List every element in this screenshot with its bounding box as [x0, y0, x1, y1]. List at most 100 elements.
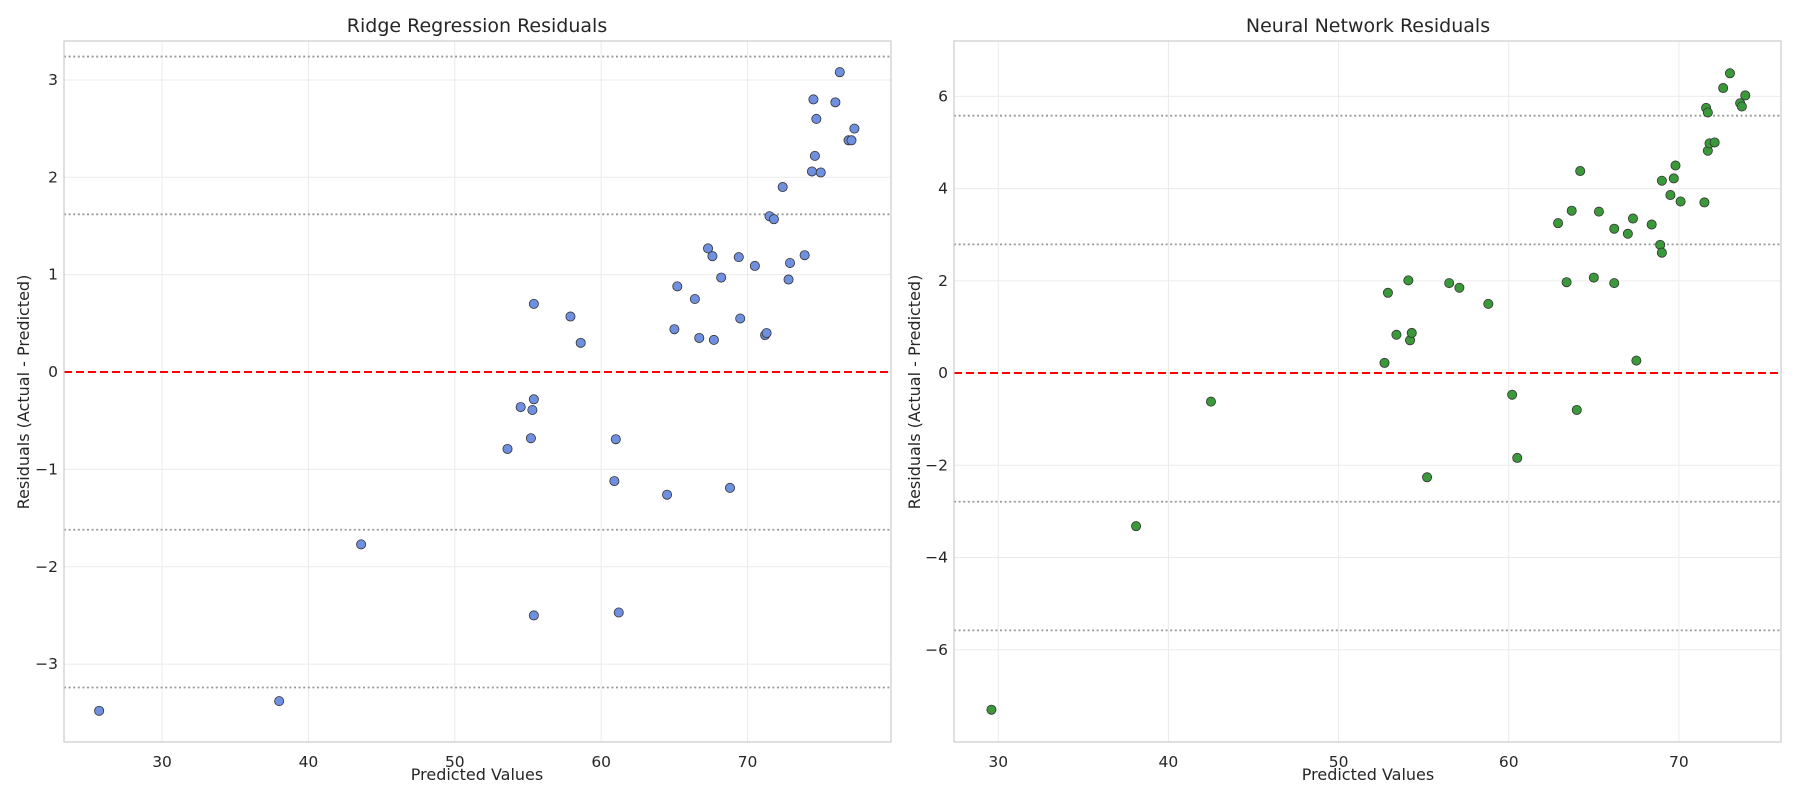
ridge-x-tick-label: 70 [738, 753, 758, 771]
nn-y-tick-label: 6 [938, 87, 948, 105]
nn-data-point [1566, 205, 1577, 216]
ridge-data-point [830, 97, 841, 108]
ridge-data-point [528, 298, 539, 309]
nn-data-point [986, 704, 997, 715]
nn-x-tick-label: 50 [1329, 753, 1349, 771]
ridge-data-point [724, 482, 735, 493]
nn-x-tick-label: 60 [1499, 753, 1519, 771]
ridge-data-point [672, 281, 683, 292]
nn-data-point [1422, 472, 1433, 483]
ridge-data-point [356, 539, 367, 550]
nn-data-point [1454, 282, 1465, 293]
nn-data-point [1646, 219, 1657, 230]
nn-data-point [1379, 357, 1390, 368]
nn-data-point [1205, 396, 1216, 407]
ridge-chart-title: Ridge Regression Residuals [347, 15, 607, 37]
ridge-x-axis-label: Predicted Values [411, 765, 543, 784]
ridge-data-point [707, 251, 718, 262]
nn-y-axis-label: Residuals (Actual - Predicted) [905, 275, 924, 510]
ridge-plot-area [63, 40, 892, 743]
ridge-y-tick-label: 3 [48, 71, 58, 89]
ridge-data-point [527, 404, 538, 415]
ridge-data-point [609, 476, 620, 487]
nn-data-point [1656, 175, 1667, 186]
nn-data-point [1131, 521, 1142, 532]
nn-data-point [1622, 228, 1633, 239]
nn-data-point [1588, 272, 1599, 283]
nn-x-tick-label: 30 [988, 753, 1008, 771]
ridge-data-point [610, 434, 621, 445]
nn-y-tick-label: −4 [925, 549, 948, 567]
ridge-y-tick-label: 2 [48, 168, 58, 186]
ridge-x-tick-label: 50 [445, 753, 465, 771]
ridge-data-point [502, 443, 513, 454]
ridge-data-point [799, 250, 810, 261]
nn-y-tick-label: −6 [925, 641, 948, 659]
ridge-data-point [761, 328, 772, 339]
nn-data-point [1575, 166, 1586, 177]
ridge-x-tick-label: 30 [152, 753, 172, 771]
ridge-data-point [525, 433, 536, 444]
ridge-data-point [846, 135, 857, 146]
ridge-data-point [735, 313, 746, 324]
ridge-y-tick-label: −1 [35, 460, 58, 478]
ridge-data-point [785, 257, 796, 268]
nn-data-point [1444, 278, 1455, 289]
ridge-data-point [669, 324, 680, 335]
ridge-x-tick-label: 40 [299, 753, 319, 771]
nn-data-point [1507, 389, 1518, 400]
nn-y-tick-label: −2 [925, 456, 948, 474]
ridge-data-point [689, 294, 700, 305]
neural-network-residuals-panel: Neural Network Residuals 30 40 50 60 70 −6−4… [905, 15, 1782, 784]
ridge-residuals-panel: Ridge Regression Residuals 30 40 50 60 70 −3… [14, 15, 892, 784]
ridge-x-tick-label: 60 [591, 753, 611, 771]
nn-data-point [1406, 327, 1417, 338]
ridge-data-point [94, 705, 105, 716]
nn-y-tick-label: 0 [938, 364, 948, 382]
ridge-y-tick-label: −3 [35, 655, 58, 673]
ridge-data-point [575, 337, 586, 348]
ridge-data-point [777, 182, 788, 193]
ridge-data-point [834, 67, 845, 78]
ridge-data-point [749, 260, 760, 271]
ridge-data-point [716, 272, 727, 283]
nn-data-point [1391, 329, 1402, 340]
nn-data-point [1699, 197, 1710, 208]
nn-data-point [1561, 277, 1572, 288]
ridge-data-point [662, 489, 673, 500]
nn-data-point [1553, 218, 1564, 229]
ridge-data-point [733, 252, 744, 263]
nn-data-point [1609, 278, 1620, 289]
ridge-data-point [274, 696, 285, 707]
ridge-data-point [806, 166, 817, 177]
ridge-data-point [708, 334, 719, 345]
nn-x-tick-label: 70 [1669, 753, 1689, 771]
ridge-y-axis-label: Residuals (Actual - Predicted) [14, 275, 33, 510]
nn-plot-area [953, 40, 1782, 743]
nn-data-point [1724, 68, 1735, 79]
nn-data-point [1665, 190, 1676, 201]
nn-data-point [1718, 83, 1729, 94]
nn-data-point [1656, 247, 1667, 258]
nn-chart-title: Neural Network Residuals [1246, 15, 1490, 37]
nn-x-axis-label: Predicted Values [1302, 765, 1434, 784]
ridge-data-point [703, 243, 714, 254]
ridge-y-tick-label: 1 [48, 266, 58, 284]
ridge-data-point [811, 113, 822, 124]
ridge-y-tick-label: 0 [48, 363, 58, 381]
ridge-data-point [815, 167, 826, 178]
nn-data-point [1483, 298, 1494, 309]
nn-data-point [1670, 160, 1681, 171]
ridge-y-tick-label: −2 [35, 558, 58, 576]
nn-data-point [1627, 213, 1638, 224]
nn-data-point [1512, 452, 1523, 463]
nn-data-point [1609, 223, 1620, 234]
nn-x-tick-label: 40 [1159, 753, 1179, 771]
ridge-data-point [528, 610, 539, 621]
ridge-data-point [565, 311, 576, 322]
ridge-data-point [849, 123, 860, 134]
ridge-data-point [809, 150, 820, 161]
nn-data-point [1382, 287, 1393, 298]
ridge-data-point [613, 607, 624, 618]
